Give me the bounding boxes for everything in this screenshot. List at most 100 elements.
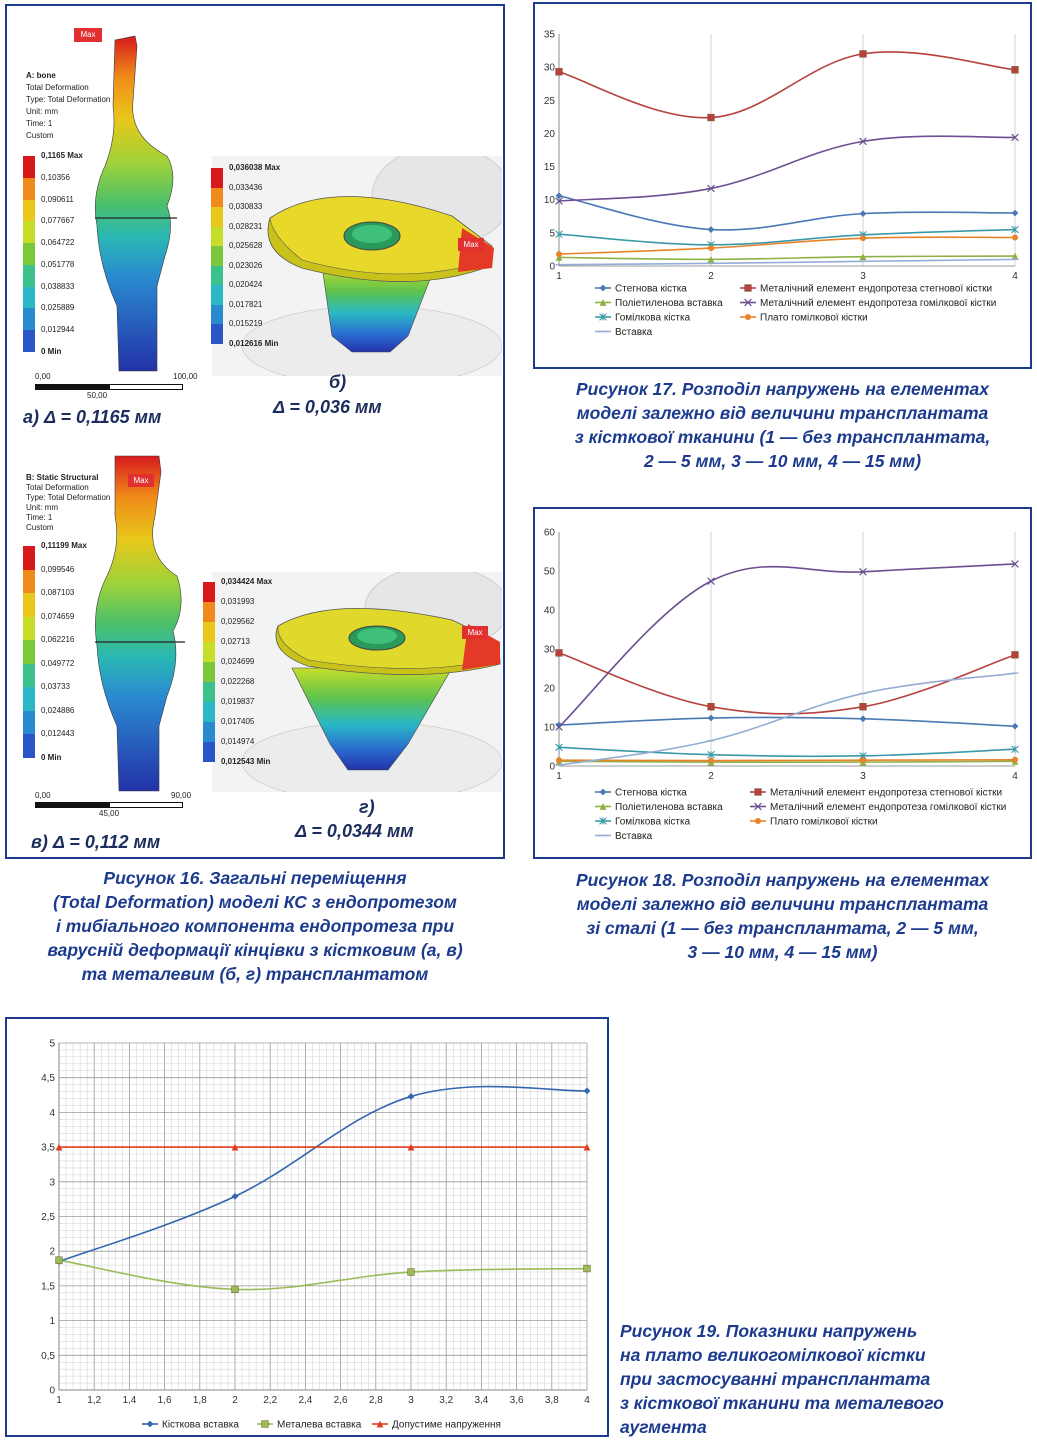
data-point	[1012, 756, 1018, 763]
data-point	[1012, 234, 1018, 241]
caption-line: при застосуванні трансплантата	[620, 1369, 931, 1389]
figure-17-frame: 0 5 10 15 20 25 30 35 1 2 3 4 Стегнова кістка Металіч…	[533, 2, 1032, 369]
series-group	[556, 756, 1018, 764]
legend-label: Металева вставка	[277, 1420, 362, 1431]
panel-b-max-tag: Max	[458, 238, 484, 251]
x-tick-label: 4	[584, 1395, 590, 1406]
legend-label: 0,029562	[221, 617, 255, 626]
figure-18-caption: Рисунок 18. Розподіл напружень на елемен…	[533, 868, 1032, 964]
x-tick-label: 1	[556, 771, 562, 782]
panel-d-letter: г)	[359, 797, 375, 817]
x-tick-label: 1,4	[122, 1395, 136, 1406]
series-line	[58, 1085, 588, 1263]
legend-swatch	[23, 156, 35, 178]
series-group	[555, 50, 1019, 122]
x-tick-label: 4	[1012, 271, 1018, 282]
data-point	[859, 50, 867, 58]
panel-a-scale-bar: 0,00 50,00 100,00	[35, 372, 197, 400]
x-tick-labels: 1 2 3 4	[556, 271, 1018, 282]
legend-swatch	[23, 177, 35, 200]
panel-a-color-legend: 0,1165 Max 0,10356 0,090611 0,077667 0,06472…	[23, 151, 143, 356]
x-tick-label: 2	[708, 271, 714, 282]
legend-swatch	[23, 663, 35, 688]
series-line	[558, 135, 1016, 202]
y-tick-label: 50	[544, 567, 556, 578]
legend-swatch	[23, 330, 35, 352]
legend-label: 0,017821	[229, 299, 263, 309]
chart-grid	[58, 1042, 588, 1391]
legend-swatch	[211, 285, 223, 305]
data-point	[860, 235, 866, 242]
legend-label: 0,087103	[41, 588, 75, 598]
data-point	[860, 757, 866, 764]
info-line: Type: Total Deformation	[26, 493, 111, 502]
figure-19-caption: Рисунок 19. Показники напружень на плато…	[620, 1319, 1020, 1439]
caption-line: моделі залежно від величини трансплантат…	[576, 403, 989, 423]
caption-line: аугмента	[620, 1417, 707, 1437]
data-point	[55, 1256, 63, 1264]
series-line	[58, 1259, 588, 1291]
chart-legend: Кісткова вставка Металева вставка Допустим…	[142, 1420, 501, 1431]
legend-label: Поліетиленова вставка	[615, 298, 723, 309]
legend-swatch	[23, 221, 35, 244]
x-tick-label: 1	[556, 271, 562, 282]
data-point	[555, 68, 563, 76]
data-point	[707, 255, 715, 263]
y-tick-label: 4,5	[41, 1073, 55, 1084]
legend-label: 0,02713	[221, 637, 250, 646]
y-tick-label: 5	[49, 1039, 55, 1050]
legend-label: 0,10356	[41, 172, 70, 182]
x-tick-label: 2,2	[263, 1395, 277, 1406]
y-tick-label: 30	[544, 63, 556, 74]
data-point	[599, 788, 607, 796]
legend-swatch	[23, 616, 35, 641]
legend-label: Металічний елемент ендопротеза гомілково…	[760, 298, 996, 309]
data-point	[745, 314, 751, 320]
info-line: Time: 1	[26, 513, 53, 522]
legend-swatch	[203, 702, 215, 722]
legend-swatch	[23, 264, 35, 287]
y-tick-label: 60	[544, 528, 556, 539]
legend-label: Стегнова кістка	[615, 788, 687, 799]
x-tick-labels: 1 2 3 4	[556, 771, 1018, 782]
figure-19-chart: 0 0,5 1 1,5 2 2,5 3 3,5 4 4,5 5 1 1,2 1,4 1,6 1,8 2 2,2 2,…	[41, 1039, 591, 1431]
legend-label: Допустиме напруження	[392, 1420, 501, 1431]
caption-line: та металевим (б, г) трансплантатом	[81, 964, 429, 984]
legend-label: Кісткова вставка	[162, 1420, 239, 1431]
series-line	[558, 672, 1016, 767]
series-group	[55, 1143, 591, 1151]
data-point	[555, 230, 563, 238]
legend-label: 0,03733	[41, 682, 70, 692]
legend-label: 0,012543 Min	[221, 757, 271, 766]
legend-label: 0,022268	[221, 677, 255, 686]
data-point	[261, 1420, 269, 1428]
series-line	[558, 51, 1016, 119]
data-point	[859, 137, 867, 146]
legend-label: 0,038833	[41, 281, 75, 291]
figure-16-caption: Рисунок 16. Загальні переміщення (Total …	[5, 866, 505, 986]
chart-legend: Стегнова кістка Металічний елемент ендопр…	[595, 788, 1006, 842]
panel-b-implant-model	[212, 156, 502, 376]
series-line	[558, 652, 1016, 715]
data-point	[599, 803, 607, 810]
scale-label: 0,00	[35, 372, 51, 381]
data-point	[55, 1143, 63, 1151]
series-line	[558, 194, 1016, 231]
legend-label: 0,024699	[221, 657, 255, 666]
legend-swatch	[23, 734, 35, 758]
scale-label: 100,00	[173, 372, 198, 381]
y-tick-label: 30	[544, 645, 556, 656]
data-point	[556, 757, 562, 764]
legend-label: 0,11199 Max	[41, 541, 87, 550]
legend-label: Вставка	[615, 327, 653, 338]
info-line: Custom	[26, 131, 54, 140]
legend-label: 0,051778	[41, 259, 75, 269]
data-point	[407, 1093, 415, 1100]
info-line: Custom	[26, 523, 54, 532]
legend-swatch	[211, 246, 223, 266]
legend-swatch	[203, 682, 215, 702]
legend-swatch	[203, 642, 215, 662]
y-tick-label: 20	[544, 684, 556, 695]
series-group	[555, 560, 1019, 731]
scale-label: 50,00	[87, 391, 108, 400]
